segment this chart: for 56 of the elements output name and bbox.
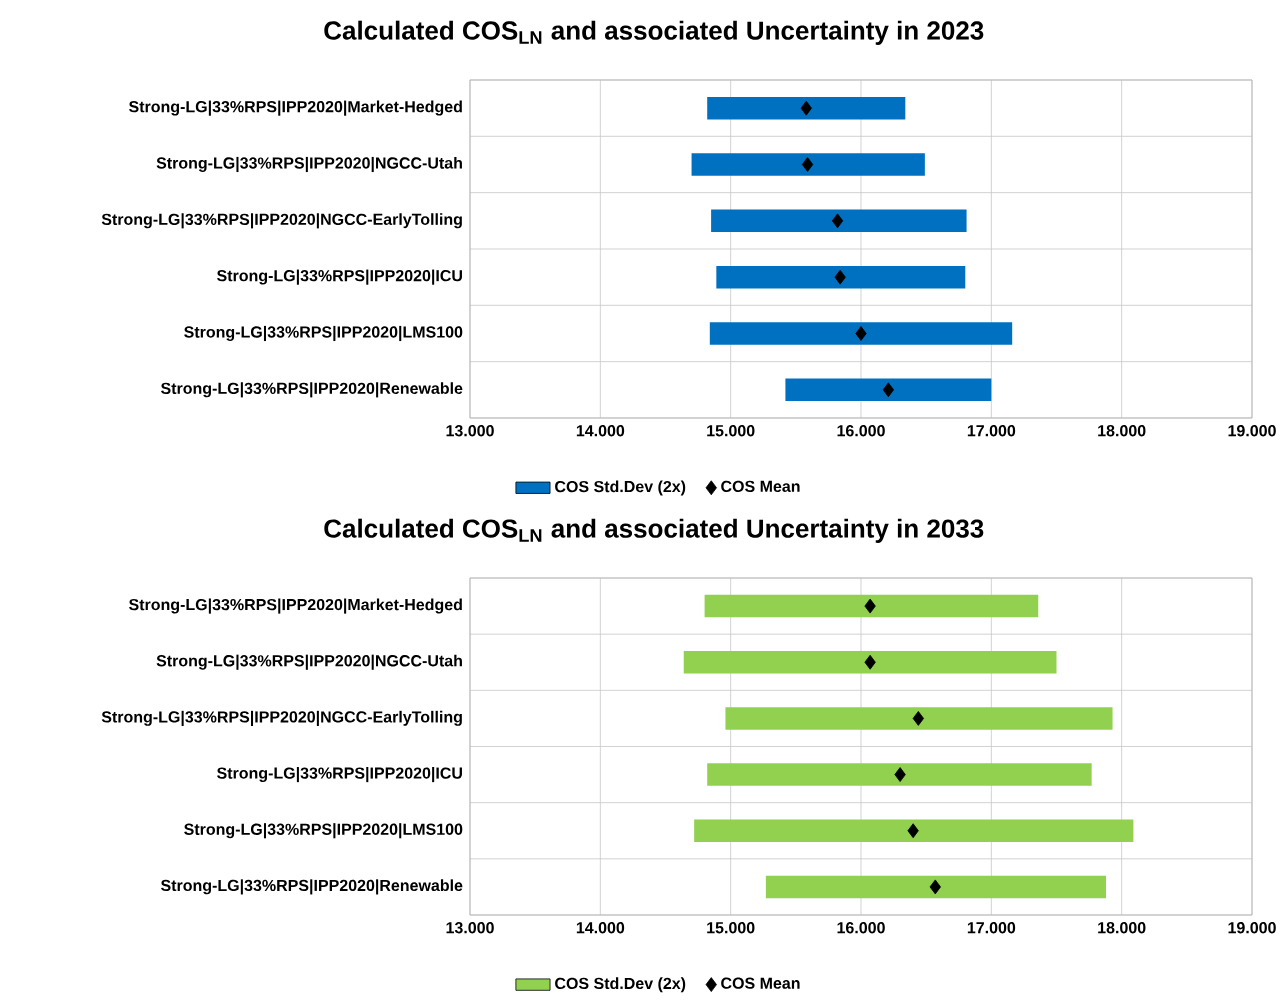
point — [894, 767, 906, 782]
x-tick-label: 15.000 — [707, 922, 755, 934]
bar — [707, 763, 1092, 786]
x-tick-label: 13.000 — [446, 922, 494, 934]
legend-label: COS Std.Dev (2x) — [555, 480, 686, 496]
x-tick-label: 13.000 — [446, 425, 494, 437]
point — [864, 598, 876, 614]
point — [882, 382, 895, 398]
y-tick-label: Strong-LG|33%RPS|IPP2020|ICU — [217, 766, 462, 783]
bar — [725, 707, 1113, 730]
x-tick-label: 15.000 — [707, 425, 755, 437]
bar — [765, 875, 1107, 899]
bar — [711, 209, 967, 233]
bar — [785, 378, 992, 402]
y-tick-label: Strong-LG|33%RPS|IPP2020|LMS100 — [184, 325, 463, 342]
bar — [709, 322, 1013, 345]
legend-label: COS Mean — [721, 480, 800, 493]
x-tick-label: 19.000 — [1228, 922, 1276, 934]
x-tick-label: 18.000 — [1098, 425, 1146, 437]
y-tick-label: Strong-LG|33%RPS|IPP2020|Market-Hedged — [129, 100, 462, 116]
chart-title: Calculated COS$_{LN}$ and associated Uncertainty in 2033 — [324, 518, 984, 543]
point — [834, 269, 846, 285]
y-tick-label: Strong-LG|33%RPS|IPP2020|NGCC-Utah — [156, 654, 462, 670]
x-tick-label: 14.000 — [576, 425, 625, 437]
point — [800, 100, 812, 116]
y-tick-label: Strong-LG|33%RPS|IPP2020|Market-Hedged — [129, 598, 462, 614]
x-tick-label: 19.000 — [1228, 425, 1276, 437]
point — [801, 157, 814, 172]
y-tick-label: Strong-LG|33%RPS|IPP2020|NGCC-Utah — [156, 156, 462, 173]
x-tick-label: 16.000 — [837, 922, 885, 934]
bar — [716, 265, 966, 289]
bar — [707, 96, 906, 120]
point — [929, 879, 941, 895]
point — [855, 326, 867, 341]
legend-label: COS Mean — [721, 977, 800, 989]
bar — [683, 651, 1057, 674]
chart-title: Calculated COS$_{LN}$ and associated Uncertainty in 2023 — [324, 20, 984, 45]
bar — [691, 153, 925, 176]
x-tick-label: 17.000 — [967, 922, 1016, 934]
x-tick-label: 14.000 — [576, 922, 625, 934]
y-tick-label: Strong-LG|33%RPS|IPP2020|NGCC-EarlyTolling — [101, 710, 462, 726]
point — [864, 654, 876, 670]
x-tick-label: 18.000 — [1098, 922, 1146, 934]
x-tick-label: 16.000 — [837, 425, 885, 437]
point — [907, 823, 919, 839]
bar — [704, 594, 1039, 618]
y-tick-label: Strong-LG|33%RPS|IPP2020|Renewable — [160, 879, 463, 895]
y-tick-label: Strong-LG|33%RPS|IPP2020|LMS100 — [184, 823, 463, 839]
point — [831, 213, 844, 229]
y-tick-label: Strong-LG|33%RPS|IPP2020|NGCC-EarlyTolling — [101, 213, 462, 229]
y-tick-label: Strong-LG|33%RPS|IPP2020|ICU — [217, 269, 462, 285]
legend-label: COS Std.Dev (2x) — [555, 977, 686, 993]
point — [912, 711, 924, 726]
y-tick-label: Strong-LG|33%RPS|IPP2020|Renewable — [160, 382, 463, 398]
x-tick-label: 17.000 — [967, 425, 1016, 437]
bar — [694, 819, 1134, 842]
